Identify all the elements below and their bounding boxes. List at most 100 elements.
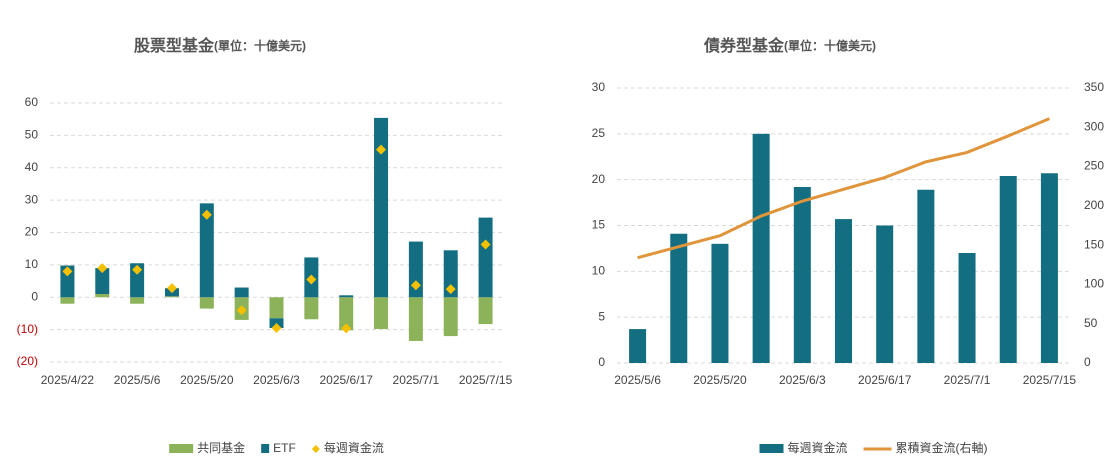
title-main: 債券型基金 [703,36,785,55]
legend: 共同基金 ETF 每週資金流 [169,440,384,455]
diamond-marker [201,209,212,220]
legend-label: 共同基金 [197,440,245,455]
bar [374,117,389,298]
legend-item: 每週資金流 [311,440,384,455]
bar [443,297,458,337]
legend-item: 累積資金流(右軸) [863,440,988,455]
legend-swatch [311,445,320,453]
bar [835,219,852,363]
legend-label: ETF [273,441,296,455]
chart-title: 股票型基金(單位：十億美元) [134,36,306,55]
diamond-marker [306,274,317,285]
diamond-marker [376,144,387,155]
title-main: 股票型基金 [134,36,215,55]
y-tick-label: 10 [592,264,606,278]
bar [408,297,423,341]
y-tick-label: 25 [592,126,606,140]
legend-label: 每週資金流 [324,440,384,455]
y-tick-label: 40 [25,160,39,174]
bar [443,250,458,298]
y2-tick-label: 300 [1084,119,1104,133]
diamond-marker [132,264,143,275]
y-tick-label: 10 [25,257,39,271]
bar [1040,173,1058,363]
diamond-marker [236,305,247,316]
y-tick-label: 15 [592,218,606,232]
y2-tick-label: 250 [1084,159,1104,173]
y-tick-label: (20) [17,354,38,368]
x-tick-label: 2025/6/3 [253,373,300,387]
x-tick-label: 2025/5/20 [693,373,747,387]
diamond-marker [445,284,456,295]
x-tick-label: 2025/4/22 [41,373,95,387]
x-tick-label: 2025/6/17 [319,373,373,387]
legend-swatch [261,444,270,453]
y-tick-label: 20 [25,225,39,239]
y-tick-label: 30 [592,80,606,94]
legend-item: 每週資金流 [759,440,848,455]
bar [408,241,423,298]
bar [478,217,493,298]
bar [752,133,770,363]
diamond-marker [97,263,108,274]
bar [876,225,894,363]
y2-tick-label: 350 [1084,80,1104,94]
diamond-marker [271,323,282,334]
diamond-marker [341,323,352,334]
diamond-marker [62,266,73,277]
diamond-marker [166,283,177,294]
bar [95,294,110,298]
bar [711,243,729,363]
y-tick-label: 0 [598,355,605,369]
y-tick-label: 20 [592,172,606,186]
bar [670,233,688,363]
bar [60,297,75,304]
y-tick-label: 30 [25,192,39,206]
chart-title: 債券型基金(單位：十億美元) [703,36,876,55]
legend-swatch [169,444,194,453]
bar [629,329,647,363]
y-tick-label: 60 [25,95,39,109]
x-tick-label: 2025/5/6 [114,373,161,387]
bar [130,263,145,298]
legend-item: 共同基金 [169,440,245,455]
y-tick-label: (10) [17,322,38,336]
bar [164,296,179,298]
bar [793,187,811,363]
bar [199,203,214,298]
bar [130,297,145,304]
diamond-marker [480,239,491,250]
legend-label: 每週資金流 [787,440,847,455]
y2-tick-label: 150 [1084,237,1104,251]
legend-swatch [759,444,784,453]
x-tick-label: 2025/7/15 [459,373,513,387]
bar [339,295,354,298]
title-unit: (單位：十億美元) [784,38,876,53]
legend-item: ETF [261,441,296,455]
bar [234,287,249,298]
line-series [637,117,1050,260]
bar [304,297,319,320]
x-tick-label: 2025/5/6 [614,373,661,387]
bar [339,297,354,331]
bar [478,297,493,325]
title-unit: (單位：十億美元) [214,38,306,53]
x-tick-label: 2025/5/20 [180,373,234,387]
legend: 每週資金流 累積資金流(右軸) [759,440,988,455]
diamond-marker [410,280,421,291]
x-tick-label: 2025/7/1 [944,373,991,387]
x-tick-label: 2025/6/3 [779,373,826,387]
bar [917,189,935,363]
bar [374,297,389,329]
x-tick-label: 2025/6/17 [858,373,912,387]
legend-label: 累積資金流(右軸) [896,440,988,455]
x-tick-label: 2025/7/15 [1023,373,1077,387]
y2-tick-label: 50 [1084,316,1098,330]
bar [95,268,110,295]
bar [60,265,75,298]
bar [999,176,1017,363]
bar [199,297,214,309]
y-tick-label: 0 [31,289,38,303]
y2-tick-label: 100 [1084,277,1104,291]
